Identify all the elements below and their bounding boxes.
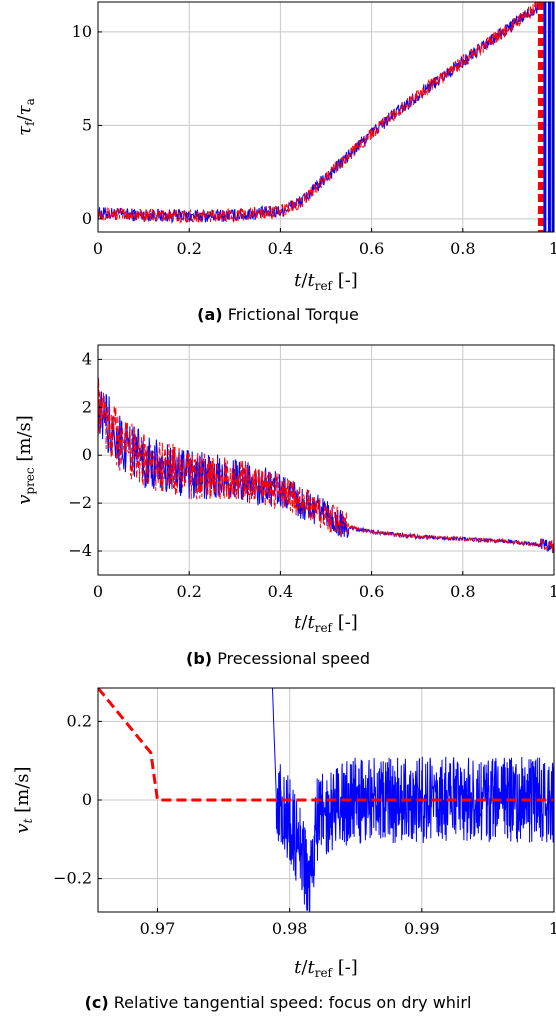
panel-a-grid xyxy=(97,2,555,232)
panel-a-ytick-label: 0 xyxy=(82,209,92,228)
panel-a-xtick-label: 0.4 xyxy=(268,239,293,258)
panel-b-ytick-label: 2 xyxy=(82,397,92,416)
panel-c-series-solid-blue xyxy=(272,688,554,912)
panel-a-caption: (a) Frictional Torque xyxy=(197,305,359,324)
panel-a-xlabel: t/tref [-] xyxy=(294,270,358,293)
panel-b-xtick-label: 1 xyxy=(549,582,556,601)
panel-a-ytick-label: 5 xyxy=(82,115,92,134)
panel-b-ytick-label: −2 xyxy=(68,493,92,512)
panel-c-xlabel: t/tref [-] xyxy=(294,957,358,980)
panel-a-xtick-label: 1 xyxy=(549,239,556,258)
panel-a-series-solid-blue xyxy=(98,2,554,224)
panel-b-xtick-label: 0.2 xyxy=(176,582,201,601)
panel-b-series-dashed-red xyxy=(98,377,554,554)
panel-a-xtick-label: 0 xyxy=(93,239,103,258)
panel-b-xtick-label: 0.4 xyxy=(268,582,293,601)
panel-c-ytick-label: −0.2 xyxy=(53,869,92,888)
panel-b-ytick-label: 0 xyxy=(82,445,92,464)
panel-a-xtick-label: 0.2 xyxy=(176,239,201,258)
panel-a-ylabel: τf/τa xyxy=(14,98,37,136)
panel-c-xtick-label: 0.99 xyxy=(404,919,440,938)
panel-b-xtick-label: 0 xyxy=(93,582,103,601)
panel-a-xtick-label: 0.6 xyxy=(359,239,384,258)
panel-b-lines xyxy=(98,377,554,554)
panel-b-frame xyxy=(97,344,555,576)
panel-b-xtick-label: 0.6 xyxy=(359,582,384,601)
panel-b-xlabel: t/tref [-] xyxy=(294,612,358,635)
panel-a-ytick-label: 10 xyxy=(72,22,92,41)
panel-a-frame xyxy=(97,1,555,233)
panel-b-ylabel: vprec [m/s] xyxy=(14,415,37,505)
panel-c-xtick-label: 0.97 xyxy=(140,919,176,938)
panel-a-xtick-label: 0.8 xyxy=(450,239,475,258)
panel-a-series-dashed-red xyxy=(98,2,541,224)
panel-c-xtick-label: 0.98 xyxy=(272,919,308,938)
panel-b-series-solid-blue xyxy=(98,391,554,553)
panel-c-caption: (c) Relative tangential speed: focus on … xyxy=(85,993,472,1012)
panel-c-ticks: 0.97 0.98 0.99 1 0.2 0 −0.2 xyxy=(53,711,556,938)
panel-c-series-dashed-red xyxy=(98,688,554,802)
panel-b-ticks: 0 0.2 0.4 0.6 0.8 1 4 2 0 −2 −4 xyxy=(68,349,556,601)
panel-b-xtick-label: 0.8 xyxy=(450,582,475,601)
panel-b-caption: (b) Precessional speed xyxy=(186,649,370,668)
panel-c: 0.97 0.98 0.99 1 0.2 0 −0.2 vt [m/s] t/tref [-… xyxy=(12,687,556,1012)
panel-c-ytick-label: 0 xyxy=(82,790,92,809)
panel-c-lines xyxy=(98,688,554,912)
panel-b-ytick-label: −4 xyxy=(68,541,92,560)
panel-a-lines xyxy=(98,2,554,232)
panel-c-xtick-label: 1 xyxy=(549,919,556,938)
panel-b-ytick-label: 4 xyxy=(82,349,92,368)
panel-b: 0 0.2 0.4 0.6 0.8 1 4 2 0 −2 −4 vprec [m/s] t/tref… xyxy=(14,344,556,668)
panel-c-ylabel: vt [m/s] xyxy=(12,766,35,833)
panel-c-ytick-label: 0.2 xyxy=(67,711,92,730)
